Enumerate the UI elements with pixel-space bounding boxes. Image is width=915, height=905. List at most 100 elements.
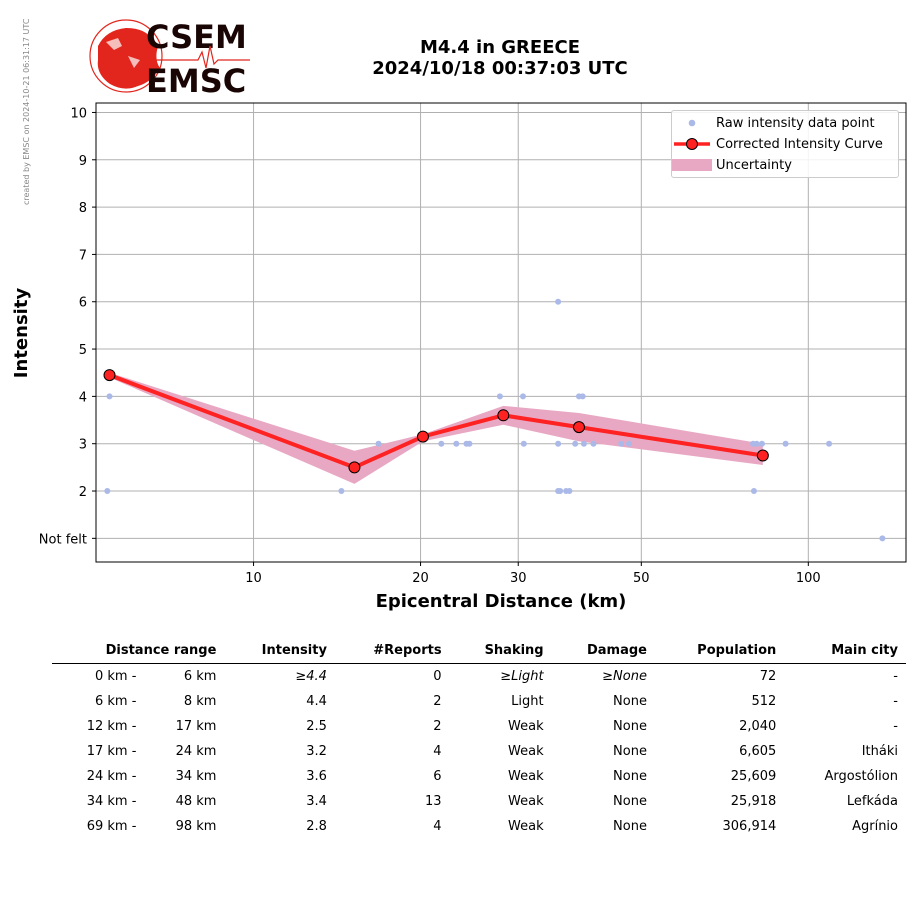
- y-tick-label: 2: [79, 485, 87, 500]
- curve-point: [348, 461, 361, 474]
- y-tick-label: 9: [79, 154, 87, 169]
- raw-data-point: [555, 298, 562, 305]
- corrected-curve: [103, 369, 769, 474]
- cell-main-city: Itháki: [861, 744, 898, 759]
- y-tick-label: 7: [79, 248, 87, 263]
- cell-main-city: -: [893, 719, 898, 734]
- uncertainty-area: [109, 372, 763, 484]
- legend-raw-marker: [688, 119, 696, 127]
- cell-reports: 2: [433, 694, 442, 709]
- y-tick-label: 6: [79, 296, 87, 311]
- title-datetime: 2024/10/18 00:37:03 UTC: [372, 58, 628, 79]
- table-row: 6 km - 8 km 4.4 2 Light None 512 -: [52, 689, 906, 714]
- x-axis-label: Epicentral Distance (km): [376, 591, 627, 612]
- raw-data-point: [753, 440, 760, 447]
- logo-line1: CSEM: [146, 18, 247, 56]
- raw-data-point: [579, 393, 586, 400]
- col-reports: #Reports: [334, 640, 450, 664]
- cell-population: 2,040: [739, 719, 777, 734]
- cell-dist-from: 17 km -: [86, 744, 137, 759]
- cell-shaking: Weak: [508, 744, 544, 759]
- legend-uncertainty-swatch: [672, 159, 712, 171]
- legend: Raw intensity data point Corrected Inten…: [671, 110, 899, 178]
- legend-entry-curve: Corrected Intensity Curve: [672, 134, 883, 154]
- x-tick-label: 30: [510, 571, 527, 586]
- curve-point: [416, 430, 429, 443]
- cell-dist-to: 17 km: [175, 719, 217, 734]
- cell-main-city: Lefkáda: [846, 794, 898, 809]
- raw-data-point: [580, 440, 587, 447]
- raw-data-point: [338, 488, 345, 495]
- col-shaking: Shaking: [449, 640, 552, 664]
- cell-reports: 4: [433, 819, 442, 834]
- curve-line: [108, 373, 764, 470]
- cell-shaking: Weak: [508, 719, 544, 734]
- table-row: 17 km - 24 km 3.2 4 Weak None 6,605 Itháki: [52, 739, 906, 764]
- logo-line2: EMSC: [146, 62, 246, 100]
- cell-reports: 2: [433, 719, 442, 734]
- cell-dist-to: 48 km: [175, 794, 217, 809]
- y-tick-label: Not felt: [39, 532, 87, 547]
- cell-reports: 4: [433, 744, 442, 759]
- raw-data-point: [572, 440, 579, 447]
- x-tick-label: 20: [412, 571, 429, 586]
- cell-intensity: 3.4: [306, 794, 327, 809]
- cell-dist-from: 6 km -: [95, 694, 137, 709]
- y-axis-label: Intensity: [11, 288, 32, 379]
- cell-main-city: -: [893, 694, 898, 709]
- cell-reports: 13: [425, 794, 442, 809]
- cell-dist-to: 24 km: [175, 744, 217, 759]
- table-row: 0 km - 6 km ≥4.4 0 ≥Light ≥None 72 -: [52, 664, 906, 690]
- legend-label-raw: Raw intensity data point: [716, 115, 875, 131]
- cell-dist-from: 12 km -: [86, 719, 137, 734]
- x-tick-label: 50: [633, 571, 650, 586]
- x-tick-label: 100: [796, 571, 821, 586]
- cell-intensity: 3.2: [306, 744, 327, 759]
- curve-point: [756, 449, 769, 462]
- raw-data-point: [750, 488, 757, 495]
- cell-dist-from: 24 km -: [86, 769, 137, 784]
- cell-main-city: -: [893, 669, 898, 684]
- intensity-chart: Not felt 2 3 4 5 6 7 8 9 10 10 20 30 50 100 Epicentral…: [11, 102, 907, 612]
- col-intensity: Intensity: [224, 640, 335, 664]
- plot-frame: [95, 102, 907, 563]
- legend-label-uncertainty: Uncertainty: [716, 157, 792, 173]
- emsc-logo: CSEM EMSC: [89, 18, 250, 100]
- raw-data-point: [566, 488, 573, 495]
- cell-dist-from: 34 km -: [86, 794, 137, 809]
- cell-dist-to: 34 km: [175, 769, 217, 784]
- col-distance-range: Distance range: [52, 640, 225, 664]
- cell-reports: 6: [433, 769, 442, 784]
- raw-data-point: [106, 393, 113, 400]
- cell-dist-to: 6 km: [183, 669, 217, 684]
- cell-population: 25,609: [730, 769, 777, 784]
- legend-curve-marker: [686, 138, 698, 150]
- cell-shaking: Light: [511, 694, 544, 709]
- legend-entry-raw: Raw intensity data point: [672, 113, 875, 133]
- y-tick-label: 5: [79, 343, 87, 358]
- uncertainty-band: [109, 372, 763, 484]
- raw-data-point: [520, 393, 527, 400]
- cell-damage: None: [613, 769, 647, 784]
- cell-population: 72: [759, 669, 777, 684]
- y-tick-label: 3: [79, 438, 87, 453]
- raw-data-point: [557, 488, 564, 495]
- y-tick-label: 8: [79, 201, 87, 216]
- cell-main-city: Argostólion: [824, 769, 898, 784]
- cell-population: 6,605: [739, 744, 777, 759]
- cell-dist-from: 0 km -: [95, 669, 137, 684]
- table-header-row: Distance range Intensity #Reports Shakin…: [52, 640, 906, 664]
- cell-damage: None: [613, 819, 647, 834]
- cell-population: 25,918: [730, 794, 777, 809]
- raw-data-point: [520, 440, 527, 447]
- cell-intensity: 3.6: [306, 769, 327, 784]
- raw-data-point: [466, 440, 473, 447]
- col-population: Population: [654, 640, 785, 664]
- curve-point: [572, 421, 585, 434]
- table-row: 34 km - 48 km 3.4 13 Weak None 25,918 Lefkáda: [52, 789, 906, 814]
- y-tick-label: 10: [70, 106, 87, 121]
- cell-damage: None: [613, 794, 647, 809]
- legend-entry-uncertainty: Uncertainty: [672, 155, 792, 175]
- raw-data-point: [590, 440, 597, 447]
- curve-point: [103, 369, 116, 382]
